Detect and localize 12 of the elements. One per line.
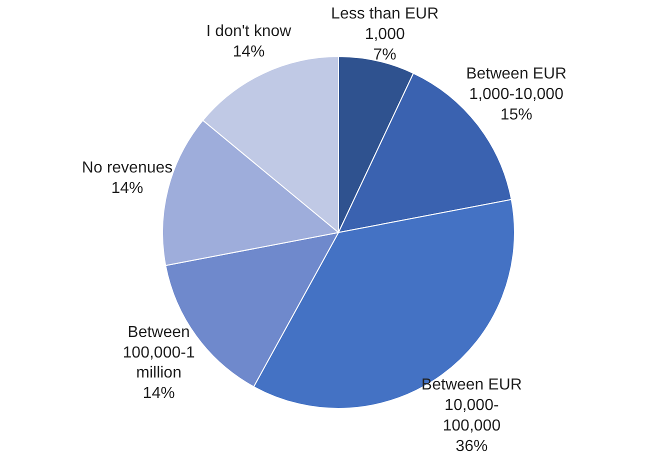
slice-label: I don't know: [206, 23, 292, 40]
data-label: 15%: [500, 106, 532, 124]
slice-label: Between EUR 10,000- 100,000: [421, 376, 522, 435]
data-label: 7%: [373, 46, 396, 64]
data-label: 14%: [142, 385, 175, 402]
slice-label: Less than EUR 1,000: [331, 6, 439, 43]
slice-label: Between 100,000-1 million: [122, 324, 195, 382]
data-label: 14%: [111, 180, 144, 197]
data-label: 14%: [232, 43, 265, 60]
slice-label: Between EUR 1,000-10,000: [466, 66, 567, 104]
data-label: 36%: [456, 438, 488, 455]
slice-label: No revenues: [82, 160, 173, 177]
